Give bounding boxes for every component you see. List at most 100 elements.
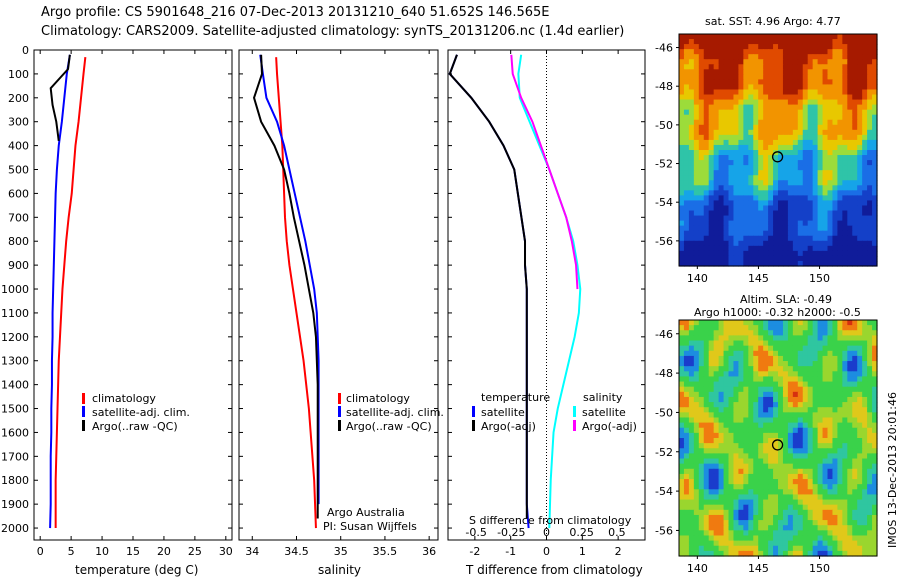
map-cell [748,225,754,232]
map-cell [842,185,848,191]
map-cell [862,54,868,60]
map-cell [812,407,819,413]
map-cell [817,94,824,101]
map-cell [852,386,858,393]
map-cell [768,402,774,408]
map-cell [738,74,744,80]
map-cell [787,59,794,65]
map-cell [773,386,779,393]
map-cell [693,129,700,136]
map-cell [703,386,710,393]
map-cell [867,69,873,75]
map-cell [763,59,769,65]
map-cell [802,255,809,262]
map-cell [827,453,834,460]
map-cell [862,438,868,444]
map-cell [698,412,705,419]
x-tick-label: 35.5 [373,545,398,558]
map-cell [763,407,769,413]
map-cell [748,84,754,91]
map-cell [802,39,809,45]
map-cell [718,260,725,267]
map-cell [768,64,774,70]
map-cell [827,195,834,202]
map-cell [683,210,690,217]
map-cell [763,99,769,106]
map-cell [753,64,759,70]
map-cell [758,535,764,542]
map-cell [728,376,735,383]
map-cell [832,386,838,393]
map-cell [802,525,809,531]
map-cell [792,330,799,336]
map-cell [778,458,784,465]
map-cell [842,468,848,475]
map-cell [867,340,873,347]
map-cell [763,520,769,526]
map-cell [807,417,814,424]
map-cell [768,245,774,252]
map-cell [753,473,759,480]
map-cell [748,144,754,151]
map-cell [688,361,695,367]
lat-tick-label: -52 [655,158,673,171]
map-cell [733,443,739,449]
map-cell [842,190,848,196]
map-cell [728,49,735,55]
map-cell [758,417,764,424]
map-cell [802,260,809,267]
map-cell [847,509,853,516]
map-cell [733,361,739,367]
map-cell [763,210,769,217]
map-cell [703,104,710,111]
map-cell [768,69,774,75]
map-cell [787,355,794,362]
map-cell [748,479,754,485]
map-cell [842,525,848,531]
map-cell [703,175,710,181]
map-cell [847,155,853,161]
map-cell [832,69,838,75]
map-cell [797,489,804,496]
map-cell [872,44,878,50]
map-cell [837,520,843,526]
map-cell [872,255,878,262]
map-cell [797,150,804,156]
series-line-argo-raw-qc- [49,54,71,141]
map-cell [728,119,735,126]
map-cell [792,340,799,347]
map-cell [812,320,819,326]
map-cell [728,458,735,465]
map-cell [797,240,804,247]
map-cell [872,205,878,212]
map-cell [683,185,690,191]
map-cell [753,514,759,521]
depth-tick-label: 200 [8,92,29,105]
map-cell [733,504,739,511]
map-cell [738,165,744,171]
map-cell [787,64,794,70]
map-cell [733,535,739,542]
map-cell [857,200,863,207]
map-cell [708,479,715,485]
map-cell [832,396,838,403]
map-cell [708,94,715,101]
map-cell [718,139,725,146]
map-cell [768,520,774,526]
map-cell [852,422,858,429]
map-cell [743,381,749,388]
map-cell [679,109,685,116]
map-cell [698,129,705,136]
map-cell [867,514,873,521]
map-cell [758,386,764,393]
map-cell [718,381,725,388]
map-cell [713,391,720,398]
map-cell [708,320,715,326]
map-cell [792,350,799,357]
map-cell [753,438,759,444]
map-cell [733,345,739,352]
map-cell [698,381,705,388]
map-cell [797,185,804,191]
map-cell [698,453,705,460]
map-cell [867,453,873,460]
